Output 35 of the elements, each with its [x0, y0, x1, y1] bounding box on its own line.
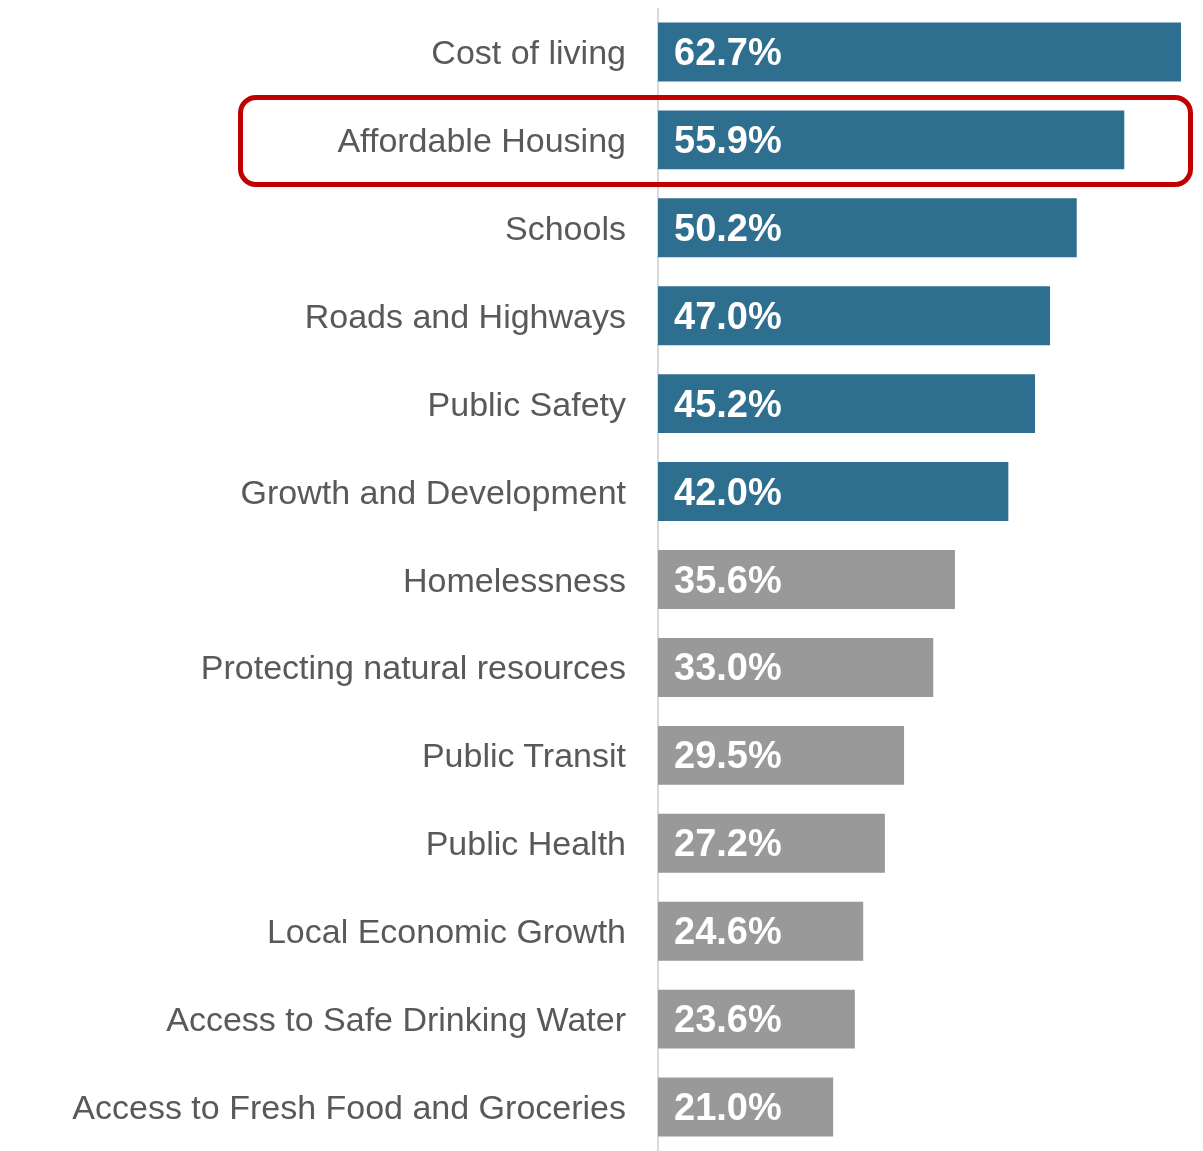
data-label: 29.5% [674, 734, 782, 777]
data-label: 27.2% [674, 822, 782, 865]
y-tick-label: Public Health [425, 824, 626, 863]
bar [658, 286, 1051, 346]
bar [658, 110, 1125, 170]
data-label: 55.9% [674, 118, 782, 161]
bar [658, 462, 1009, 522]
data-label: 47.0% [674, 294, 782, 337]
data-label: 21.0% [674, 1086, 782, 1129]
data-label: 35.6% [674, 558, 782, 601]
y-tick-label: Local Economic Growth [266, 912, 626, 951]
y-tick-label: Protecting natural resources [200, 648, 626, 687]
y-tick-label: Access to Fresh Food and Groceries [72, 1088, 626, 1127]
bar [658, 198, 1077, 258]
y-tick-label: Public Safety [427, 384, 626, 423]
y-tick-label: Growth and Development [240, 472, 627, 511]
y-tick-label: Homelessness [403, 560, 626, 599]
y-tick-label: Public Transit [421, 736, 627, 775]
data-label: 23.6% [674, 998, 782, 1041]
bar [658, 550, 955, 609]
data-label: 45.2% [674, 382, 782, 425]
bar [658, 22, 1181, 82]
data-label: 33.0% [674, 646, 782, 689]
data-label: 62.7% [674, 30, 782, 73]
bar [658, 637, 934, 697]
y-tick-label: Access to Safe Drinking Water [166, 1000, 626, 1039]
bar [658, 813, 885, 873]
y-tick-label: Cost of living [431, 32, 626, 71]
data-label: 50.2% [674, 206, 782, 249]
data-label: 42.0% [674, 470, 782, 513]
bar [658, 374, 1036, 434]
y-tick-label: Affordable Housing [337, 120, 626, 159]
y-tick-label: Schools [505, 208, 626, 247]
y-tick-label: Roads and Highways [304, 296, 626, 335]
data-label: 24.6% [674, 910, 782, 953]
